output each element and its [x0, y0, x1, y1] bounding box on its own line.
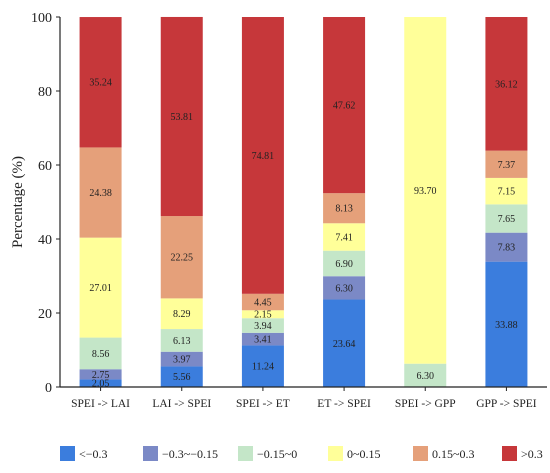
bar-segment: [160, 16, 203, 217]
y-tick-label: 40: [38, 233, 52, 248]
bar-segment: [323, 17, 366, 194]
data-label: 53.81: [171, 112, 194, 123]
data-label: 93.70: [414, 186, 437, 197]
x-tick-label: ET -> SPEI: [317, 398, 371, 410]
bar-segment: [160, 216, 203, 299]
bar-segment: [404, 17, 447, 364]
bar-segment: [160, 366, 203, 387]
legend-swatch: [143, 446, 158, 461]
data-label: 33.88: [495, 320, 518, 331]
bar-segment: [323, 299, 366, 387]
data-label: 47.62: [333, 101, 356, 112]
bar-segment: [241, 345, 284, 387]
legend-label: <−0.3: [79, 447, 108, 461]
legend-label: >0.3: [521, 447, 543, 461]
data-label: 7.83: [498, 243, 516, 254]
legend-label: 0.15~0.3: [432, 447, 475, 461]
data-label: 23.64: [333, 339, 356, 350]
data-label: 4.45: [254, 298, 272, 309]
y-tick-label: 20: [38, 307, 52, 322]
y-tick-label: 100: [31, 11, 52, 26]
legend-label: −0.3~−0.15: [162, 447, 218, 461]
bar-segment: [79, 369, 122, 380]
data-label: 35.24: [89, 78, 112, 89]
legend-swatch: [502, 446, 517, 461]
data-label: 22.25: [171, 253, 194, 264]
data-label: 36.12: [495, 79, 518, 90]
legend-swatch: [413, 446, 428, 461]
y-axis-title: Percentage (%): [10, 156, 26, 248]
data-label: 8.13: [335, 204, 353, 215]
data-label: 7.65: [498, 214, 516, 225]
x-tick-label: GPP -> SPEI: [476, 398, 537, 410]
bar-segment: [241, 332, 284, 346]
data-label: 8.29: [173, 309, 191, 320]
bar-segment: [485, 204, 528, 233]
data-label: 6.30: [335, 283, 353, 294]
data-label: 7.37: [498, 160, 516, 171]
legend-swatch: [238, 446, 253, 461]
bar-segment: [485, 150, 528, 178]
bar-segment: [241, 310, 284, 319]
data-label: 7.15: [498, 187, 516, 198]
data-label: 2.75: [92, 370, 110, 381]
y-tick-label: 0: [45, 381, 52, 396]
data-label: 5.56: [173, 372, 191, 383]
bar-segment: [485, 261, 528, 387]
legend-swatch: [328, 446, 343, 461]
bar-segment: [485, 177, 528, 205]
bar-segment: [241, 318, 284, 333]
data-label: 24.38: [89, 188, 112, 199]
bar-segment: [241, 293, 284, 311]
bar-segment: [323, 250, 366, 277]
plot-area: 2.052.75 8.56 27.01 24.38 35.24 5.56 3.97 6.13 8…: [31, 11, 547, 410]
data-label: 3.97: [173, 355, 191, 366]
bar-segment: [323, 193, 366, 224]
bar-segment: [79, 237, 122, 338]
data-label: 11.24: [252, 362, 274, 373]
x-tick-label: SPEI -> LAI: [71, 398, 130, 410]
data-label: 6.30: [417, 371, 435, 382]
data-label: 3.94: [254, 321, 272, 332]
bar-segment: [485, 17, 528, 151]
bar-segment: [160, 329, 203, 352]
data-label: 3.41: [254, 335, 272, 346]
bar-segment: [79, 379, 122, 387]
bar-segment: [79, 147, 122, 238]
legend-label: 0~0.15: [347, 447, 381, 461]
data-label: 7.41: [335, 232, 353, 243]
bar-segment: [241, 17, 284, 294]
bar-segment: [79, 337, 122, 370]
bar-segment: [323, 276, 366, 300]
legend-swatch: [60, 446, 75, 461]
data-label: 6.90: [335, 259, 353, 270]
legend: <−0.3 −0.3~−0.15 −0.15~0 0~0.15 0.15~0.3 >0.3: [60, 446, 543, 461]
data-label: 8.56: [92, 349, 110, 360]
data-label: 2.15: [254, 310, 272, 321]
x-tick-label: LAI -> SPEI: [152, 398, 211, 410]
data-label: 6.13: [173, 336, 191, 347]
data-label: 27.01: [89, 283, 112, 294]
bar-segment: [79, 17, 122, 148]
data-label: 74.81: [252, 151, 275, 162]
bar-segment: [160, 351, 203, 367]
bar-segment: [404, 363, 447, 387]
y-tick-label: 60: [38, 159, 52, 174]
legend-label: −0.15~0: [257, 447, 297, 461]
y-tick-label: 80: [38, 85, 52, 100]
bar-segment: [323, 223, 366, 251]
bar-segment: [485, 232, 528, 262]
bar-segment: [160, 298, 203, 330]
x-tick-label: SPEI -> ET: [236, 398, 290, 410]
data-label: 2.05: [92, 379, 110, 390]
x-tick-label: SPEI -> GPP: [395, 398, 456, 410]
